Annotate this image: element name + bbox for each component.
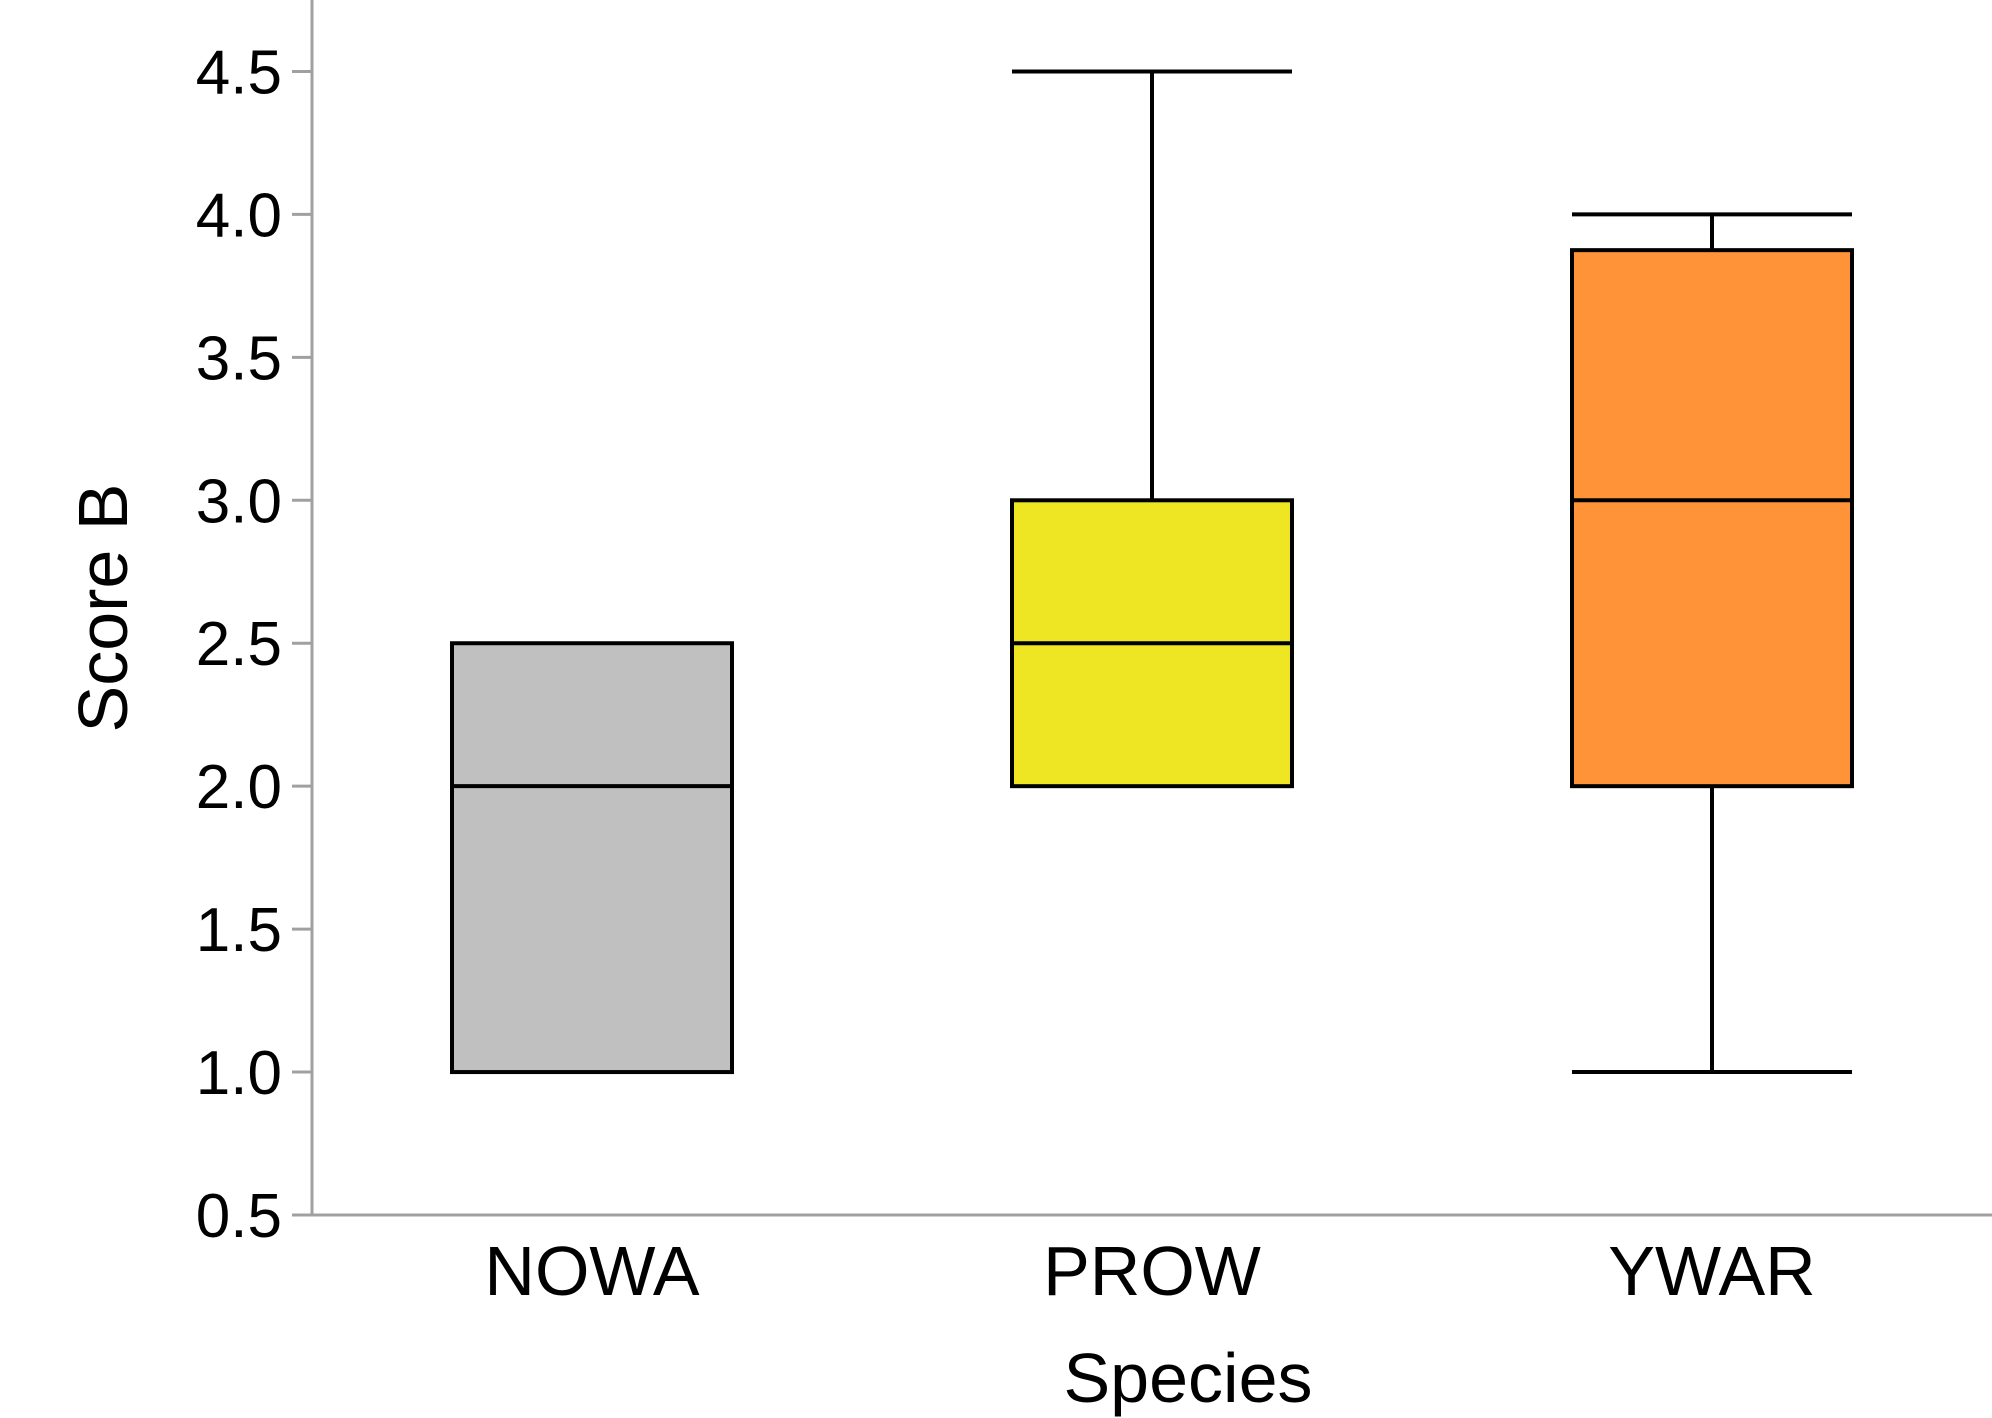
x-tick-label: PROW [1043,1232,1261,1310]
iqr-box [1570,248,1854,789]
box-ywar [1570,212,1854,1075]
y-tick-label: 2.0 [196,753,282,822]
y-tick-label: 4.5 [196,38,282,107]
axes [310,0,1992,1217]
y-tick-label: 1.5 [196,896,282,965]
x-tick-label: YWAR [1608,1232,1815,1310]
y-axis-title: Score B [64,484,142,733]
y-tick-label: 1.0 [196,1039,282,1108]
y-tick-label: 0.5 [196,1182,282,1251]
box-nowa [450,641,734,1075]
box-prow [1010,69,1294,789]
x-tick-label: NOWA [484,1232,699,1310]
boxes [450,69,1854,1075]
x-axis-tick-labels: NOWA PROW YWAR [484,1232,1815,1310]
y-tick-label: 3.0 [196,467,282,536]
y-axis-ticks: 0.5 1.0 1.5 2.0 2.5 3.0 3.5 4.0 4.5 [196,38,312,1251]
iqr-box [450,641,734,1075]
y-tick-label: 2.5 [196,610,282,679]
x-axis-title: Species [1063,1339,1312,1417]
y-tick-label: 4.0 [196,181,282,250]
y-tick-label: 3.5 [196,324,282,393]
